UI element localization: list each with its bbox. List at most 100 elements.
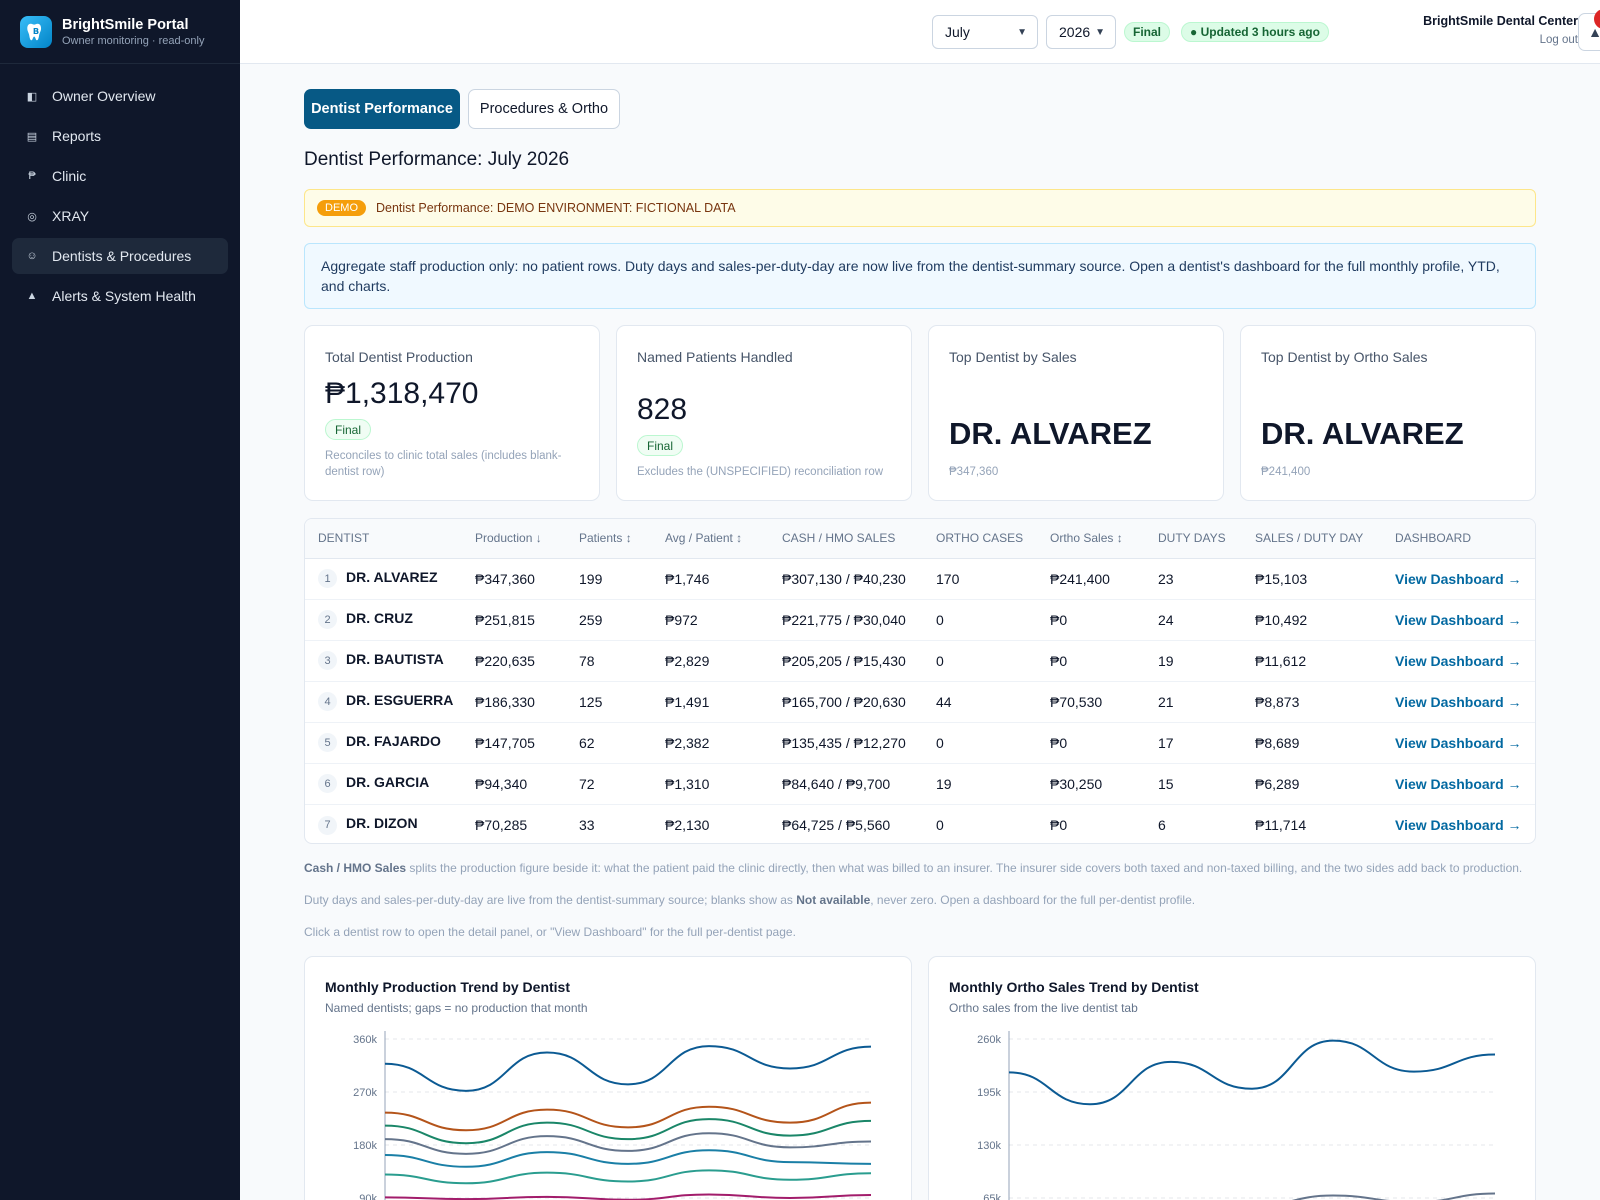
- year-select[interactable]: 2026 ▼: [1046, 15, 1116, 49]
- dashboard-cell: View Dashboard →: [1382, 640, 1535, 682]
- patients-cell: 72: [566, 763, 652, 805]
- column-header[interactable]: Patients ↕: [566, 519, 652, 559]
- table-row[interactable]: 7 DR. DIZON ₱70,285 33 ₱2,130 ₱64,725 / ₱5,56…: [305, 804, 1535, 843]
- brand[interactable]: B BrightSmile Portal Owner monitoring · …: [0, 0, 240, 64]
- dentist-name: DR. CRUZ: [346, 609, 413, 626]
- month-value: July: [945, 24, 970, 40]
- table-row[interactable]: 4 DR. ESGUERRA ₱186,330 125 ₱1,491 ₱165,700 /…: [305, 681, 1535, 723]
- demo-banner: DEMO Dentist Performance: DEMO ENVIRONME…: [304, 189, 1536, 227]
- dashboard-cell: View Dashboard →: [1382, 763, 1535, 805]
- view-dashboard-link[interactable]: View Dashboard →: [1395, 734, 1522, 751]
- rank-badge: 3: [318, 651, 337, 671]
- production-trend-svg: 360k 270k 180k 90k: [353, 1031, 872, 1200]
- footnote-text: , never zero. Open a dashboard for the f…: [870, 893, 1196, 907]
- y-tick-label: 180k: [353, 1140, 377, 1152]
- dentist-cell: 6 DR. GARCIA: [305, 763, 462, 805]
- table-row[interactable]: 6 DR. GARCIA ₱94,340 72 ₱1,310 ₱84,640 / ₱9,7…: [305, 763, 1535, 805]
- footnote-bold: Cash / HMO Sales: [304, 861, 407, 875]
- sidebar-item-reports[interactable]: ▤ Reports: [12, 118, 228, 154]
- account-info: BrightSmile Dental Center Log out: [1423, 14, 1578, 46]
- chart-subtitle: Ortho sales from the live dentist tab: [949, 1001, 1138, 1015]
- logout-link[interactable]: Log out: [1539, 34, 1578, 46]
- ortho-cases-cell: 0: [923, 599, 1037, 641]
- sidebar-item-alerts[interactable]: ▲ Alerts & System Health: [12, 278, 228, 314]
- app-title: BrightSmile Portal: [62, 16, 189, 33]
- table-row[interactable]: 5 DR. FAJARDO ₱147,705 62 ₱2,382 ₱135,435 / ₱…: [305, 722, 1535, 764]
- dentist-icon: ☺: [26, 250, 38, 262]
- dentist-name: DR. BAUTISTA: [346, 650, 444, 667]
- production-trend-chart: 360k 270k 180k 90k Monthly Production Trend…: [304, 956, 912, 1200]
- sidebar-item-label: Reports: [52, 128, 102, 144]
- avg-per-patient-cell: ₱1,310: [652, 763, 769, 805]
- month-select[interactable]: July ▼: [932, 15, 1038, 49]
- table-row[interactable]: 2 DR. CRUZ ₱251,815 259 ₱972 ₱221,775 / ₱30,0…: [305, 599, 1535, 641]
- cash-hmo-cell: ₱84,640 / ₱9,700: [769, 763, 923, 805]
- overview-icon: ◧: [26, 90, 38, 103]
- sidebar-item-label: Dentists & Procedures: [52, 248, 192, 264]
- alerts-count-badge: 3: [1594, 9, 1600, 29]
- column-header[interactable]: Production ↓: [462, 519, 566, 559]
- sidebar-item-owner-overview[interactable]: ◧ Owner Overview: [12, 78, 228, 114]
- page-title: Dentist Performance: July 2026: [304, 149, 570, 170]
- rank-badge: 7: [318, 815, 337, 835]
- view-dashboard-link[interactable]: View Dashboard →: [1395, 816, 1522, 833]
- view-dashboard-link[interactable]: View Dashboard →: [1395, 775, 1522, 792]
- sidebar-item-label: Alerts & System Health: [52, 288, 196, 304]
- info-banner: Aggregate staff production only: no pati…: [304, 243, 1536, 309]
- rank-badge: 2: [318, 610, 337, 630]
- view-dashboard-link[interactable]: View Dashboard →: [1395, 693, 1522, 710]
- card-label: Total Dentist Production: [325, 349, 473, 365]
- demo-tag: DEMO: [317, 200, 366, 216]
- card-note: Excludes the (UNSPECIFIED) reconciliatio…: [637, 466, 884, 478]
- view-dashboard-link[interactable]: View Dashboard →: [1395, 611, 1522, 628]
- rank-badge: 5: [318, 733, 337, 753]
- card-note: Reconciles to clinic total sales (includ…: [325, 450, 562, 478]
- account-name: BrightSmile Dental Center: [1423, 14, 1578, 28]
- dentist-cell: 5 DR. FAJARDO: [305, 722, 462, 764]
- sales-per-duty-day-cell: ₱15,103: [1242, 558, 1382, 600]
- duty-days-cell: 15: [1145, 763, 1242, 805]
- dentist-cell: 7 DR. DIZON: [305, 804, 462, 843]
- duty-days-cell: 24: [1145, 599, 1242, 641]
- sidebar-nav: ◧ Owner Overview ▤ Reports ₱ Clinic ◎ XRAY ☺…: [0, 64, 240, 332]
- column-header: CASH / HMO SALES: [769, 519, 923, 559]
- dashboard-cell: View Dashboard →: [1382, 558, 1535, 600]
- footnote-bold: Not available: [796, 893, 871, 907]
- view-dashboard-link[interactable]: View Dashboard →: [1395, 570, 1522, 587]
- table-row[interactable]: 1 DR. ALVAREZ ₱347,360 199 ₱1,746 ₱307,130 / …: [305, 558, 1535, 600]
- sidebar-item-dentists-procedures[interactable]: ☺ Dentists & Procedures: [12, 238, 228, 274]
- series-line: [1291, 1192, 1496, 1200]
- tab-procedures-ortho[interactable]: Procedures & Ortho: [468, 89, 620, 129]
- view-dashboard-link[interactable]: View Dashboard →: [1395, 652, 1522, 669]
- footnote-cash-hmo: Cash / HMO Sales splits the production f…: [304, 861, 1544, 875]
- card-value: 828: [637, 393, 688, 426]
- patients-cell: 33: [579, 816, 595, 833]
- avg-per-patient-cell: ₱2,130: [665, 816, 710, 833]
- series-line: [384, 1132, 872, 1155]
- card-value: DR. ALVAREZ: [949, 416, 1152, 451]
- y-tick-label: 270k: [353, 1087, 377, 1099]
- avg-per-patient-cell: ₱2,829: [652, 640, 769, 682]
- cash-hmo-cell: ₱307,130 / ₱40,230: [769, 558, 923, 600]
- sales-per-duty-day-cell: ₱10,492: [1242, 599, 1382, 641]
- ortho-sales-cell: ₱70,530: [1037, 681, 1145, 723]
- status-badge: Final: [325, 419, 372, 440]
- footnote-text: splits the production figure beside it: …: [406, 861, 1523, 875]
- production-cell: ₱147,705: [462, 722, 566, 764]
- xray-icon: ◎: [27, 210, 37, 223]
- sidebar-item-clinic[interactable]: ₱ Clinic: [12, 158, 228, 194]
- ortho-cases-cell: 44: [923, 681, 1037, 723]
- rank-badge: 6: [318, 774, 337, 794]
- ortho-sales-cell: ₱0: [1037, 599, 1145, 641]
- table-row[interactable]: 3 DR. BAUTISTA ₱220,635 78 ₱2,829 ₱205,205 / …: [305, 640, 1535, 682]
- column-header[interactable]: Avg / Patient ↕: [652, 519, 769, 559]
- production-cell: ₱347,360: [462, 558, 566, 600]
- column-header[interactable]: Ortho Sales ↕: [1037, 519, 1145, 559]
- kpi-card-top-ortho: Top Dentist by Ortho Sales DR. ALVAREZ ₱…: [1240, 325, 1536, 501]
- tab-dentist-performance[interactable]: Dentist Performance: [304, 89, 460, 129]
- year-value: 2026: [1059, 24, 1091, 40]
- column-header: DASHBOARD: [1382, 519, 1535, 559]
- sidebar-item-xray[interactable]: ◎ XRAY: [12, 198, 228, 234]
- production-cell: ₱186,330: [462, 681, 566, 723]
- duty-days-cell: 19: [1145, 640, 1242, 682]
